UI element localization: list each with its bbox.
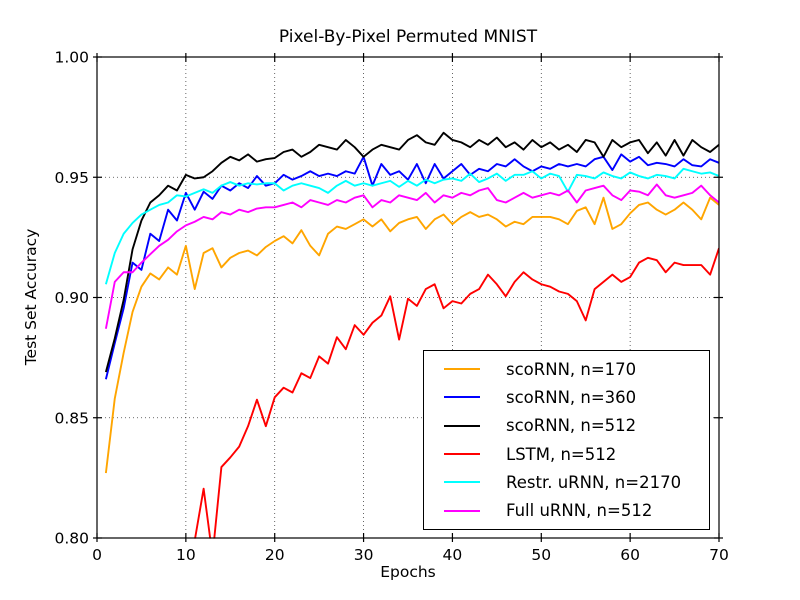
legend-line-swatch bbox=[444, 481, 480, 484]
series-line-5 bbox=[104, 183, 719, 329]
y-tick-label: 0.95 bbox=[54, 169, 89, 187]
legend-line-swatch bbox=[444, 453, 480, 456]
legend-label: scoRNN, n=360 bbox=[506, 387, 637, 407]
legend-line-swatch bbox=[444, 424, 480, 427]
legend-entry-4: Restr. uRNN, n=2170 bbox=[444, 469, 709, 495]
axes-layer bbox=[93, 53, 723, 542]
legend-entry-5: Full uRNN, n=512 bbox=[444, 498, 709, 524]
x-tick-label: 30 bbox=[354, 546, 374, 564]
legend-line-swatch bbox=[444, 396, 480, 399]
y-tick-label: 0.90 bbox=[54, 289, 89, 307]
chart-title: Pixel-By-Pixel Permuted MNIST bbox=[279, 27, 538, 47]
legend-line-swatch bbox=[444, 509, 480, 512]
series-line-1 bbox=[104, 153, 719, 380]
legend-label: Restr. uRNN, n=2170 bbox=[506, 472, 682, 492]
legend-label: Full uRNN, n=512 bbox=[506, 501, 653, 521]
y-axis-label: Test Set Accuracy bbox=[22, 229, 40, 367]
series-line-4 bbox=[104, 167, 719, 285]
legend-label: scoRNN, n=512 bbox=[506, 416, 637, 436]
y-tick-label: 1.00 bbox=[54, 49, 89, 67]
x-tick-label: 70 bbox=[709, 546, 729, 564]
x-tick-label: 60 bbox=[620, 546, 640, 564]
x-tick-label: 0 bbox=[92, 546, 102, 564]
legend-entry-1: scoRNN, n=360 bbox=[444, 384, 709, 410]
legend-label: LSTM, n=512 bbox=[506, 444, 617, 464]
legend-line-swatch bbox=[444, 368, 480, 371]
tick-label-layer: 0 10 20 30 40 50 60 70 0.80 0.85 0.90 0.95 1.00 bbox=[54, 49, 728, 565]
x-tick-label: 10 bbox=[176, 546, 196, 564]
y-tick-label: 0.80 bbox=[54, 530, 89, 548]
x-tick-label: 50 bbox=[531, 546, 551, 564]
x-axis-label: Epochs bbox=[380, 563, 436, 581]
legend-entry-3: LSTM, n=512 bbox=[444, 441, 709, 467]
series-line-3 bbox=[194, 247, 719, 539]
legend-entry-0: scoRNN, n=170 bbox=[444, 356, 709, 382]
x-tick-label: 20 bbox=[265, 546, 285, 564]
series-line-0 bbox=[104, 196, 719, 474]
grid-layer bbox=[97, 57, 719, 538]
series-layer bbox=[104, 131, 719, 539]
legend-entry-2: scoRNN, n=512 bbox=[444, 413, 709, 439]
y-tick-label: 0.85 bbox=[54, 409, 89, 427]
x-tick-label: 40 bbox=[443, 546, 463, 564]
series-line-2 bbox=[104, 131, 719, 373]
legend: scoRNN, n=170 scoRNN, n=360 scoRNN, n=512 L… bbox=[423, 350, 710, 530]
legend-label: scoRNN, n=170 bbox=[506, 359, 637, 379]
